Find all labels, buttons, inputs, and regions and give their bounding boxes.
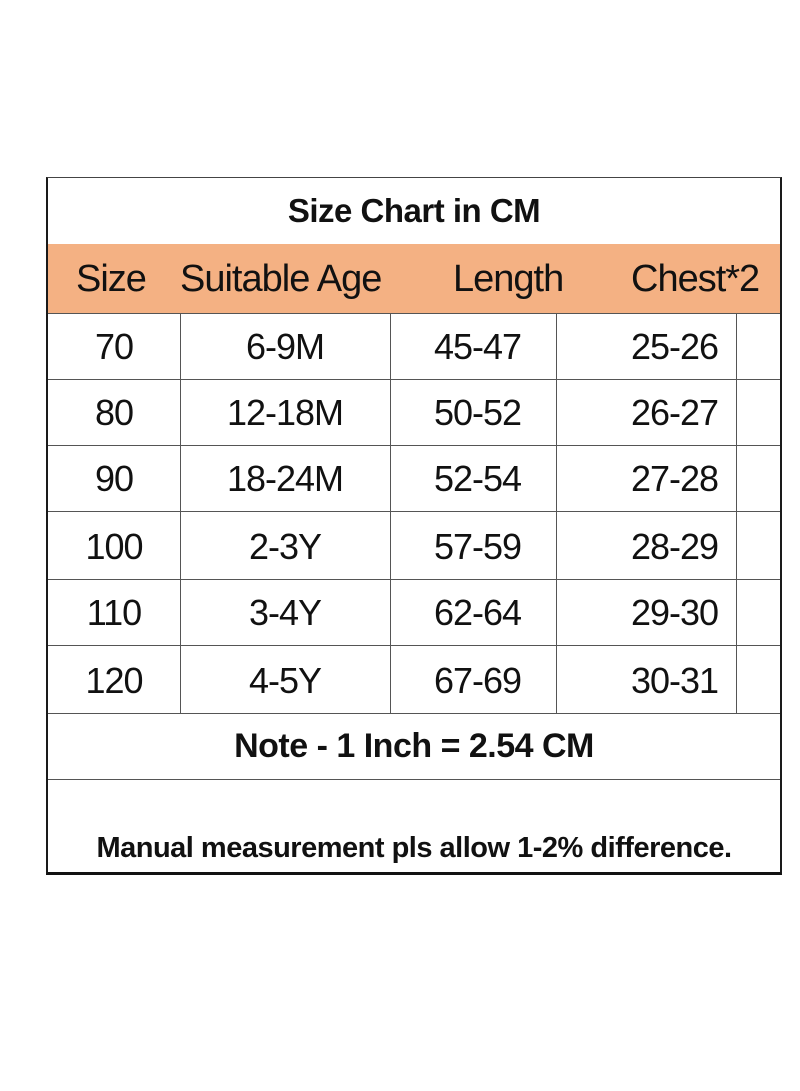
cell-length: 52-54 (434, 458, 522, 499)
cell-size: 70 (94, 326, 134, 367)
cell-chest: 27-28 (631, 458, 719, 499)
cell-length: 57-59 (434, 526, 522, 567)
cell-chest: 29-30 (631, 592, 719, 633)
cell-chest: 28-29 (631, 526, 719, 567)
column-divider (180, 314, 181, 714)
cell-size: 120 (85, 660, 143, 701)
cell-size: 110 (86, 592, 142, 633)
cell-length: 62-64 (434, 592, 522, 633)
cell-length: 50-52 (434, 392, 522, 433)
column-divider (390, 314, 391, 714)
cell-length: 45-47 (434, 326, 522, 367)
column-divider (736, 314, 737, 714)
table-row: 70 6-9M 45-47 25-26 (48, 314, 780, 380)
cell-chest: 26-27 (631, 392, 719, 433)
chart-title: Size Chart in CM (287, 192, 541, 229)
column-header-length: Length (453, 257, 564, 300)
size-chart-table: Size Chart in CM Size Suitable Age Lengt… (46, 177, 782, 875)
table-row: 120 4-5Y 67-69 30-31 (48, 648, 780, 714)
cell-age: 4-5Y (248, 660, 322, 701)
measurement-disclaimer: Manual measurement pls allow 1-2% differ… (96, 832, 732, 864)
table-body: 70 6-9M 45-47 25-26 80 12-18M 50-52 26-2… (48, 314, 780, 714)
cell-age: 3-4Y (248, 592, 322, 633)
table-row: 90 18-24M 52-54 27-28 (48, 446, 780, 512)
cell-size: 100 (85, 526, 143, 567)
cell-chest: 25-26 (631, 326, 719, 367)
column-divider (556, 314, 557, 714)
cell-age: 12-18M (226, 392, 344, 433)
column-header-size: Size (76, 257, 147, 300)
cell-length: 67-69 (434, 660, 522, 701)
column-header-suitable-age: Suitable Age (180, 257, 382, 300)
cell-age: 18-24M (226, 458, 344, 499)
header-row: Size Suitable Age Length Chest*2 (48, 244, 780, 314)
table-row: 100 2-3Y 57-59 28-29 (48, 514, 780, 580)
cell-age: 2-3Y (248, 526, 322, 567)
column-header-chest: Chest*2 (631, 257, 760, 300)
conversion-note: Note - 1 Inch = 2.54 CM (48, 714, 780, 780)
cell-chest: 30-31 (631, 660, 719, 701)
cell-size: 90 (94, 458, 134, 499)
cell-size: 80 (94, 392, 134, 433)
cell-age: 6-9M (245, 326, 325, 367)
table-row: 80 12-18M 50-52 26-27 (48, 380, 780, 446)
table-row: 110 3-4Y 62-64 29-30 (48, 580, 780, 646)
